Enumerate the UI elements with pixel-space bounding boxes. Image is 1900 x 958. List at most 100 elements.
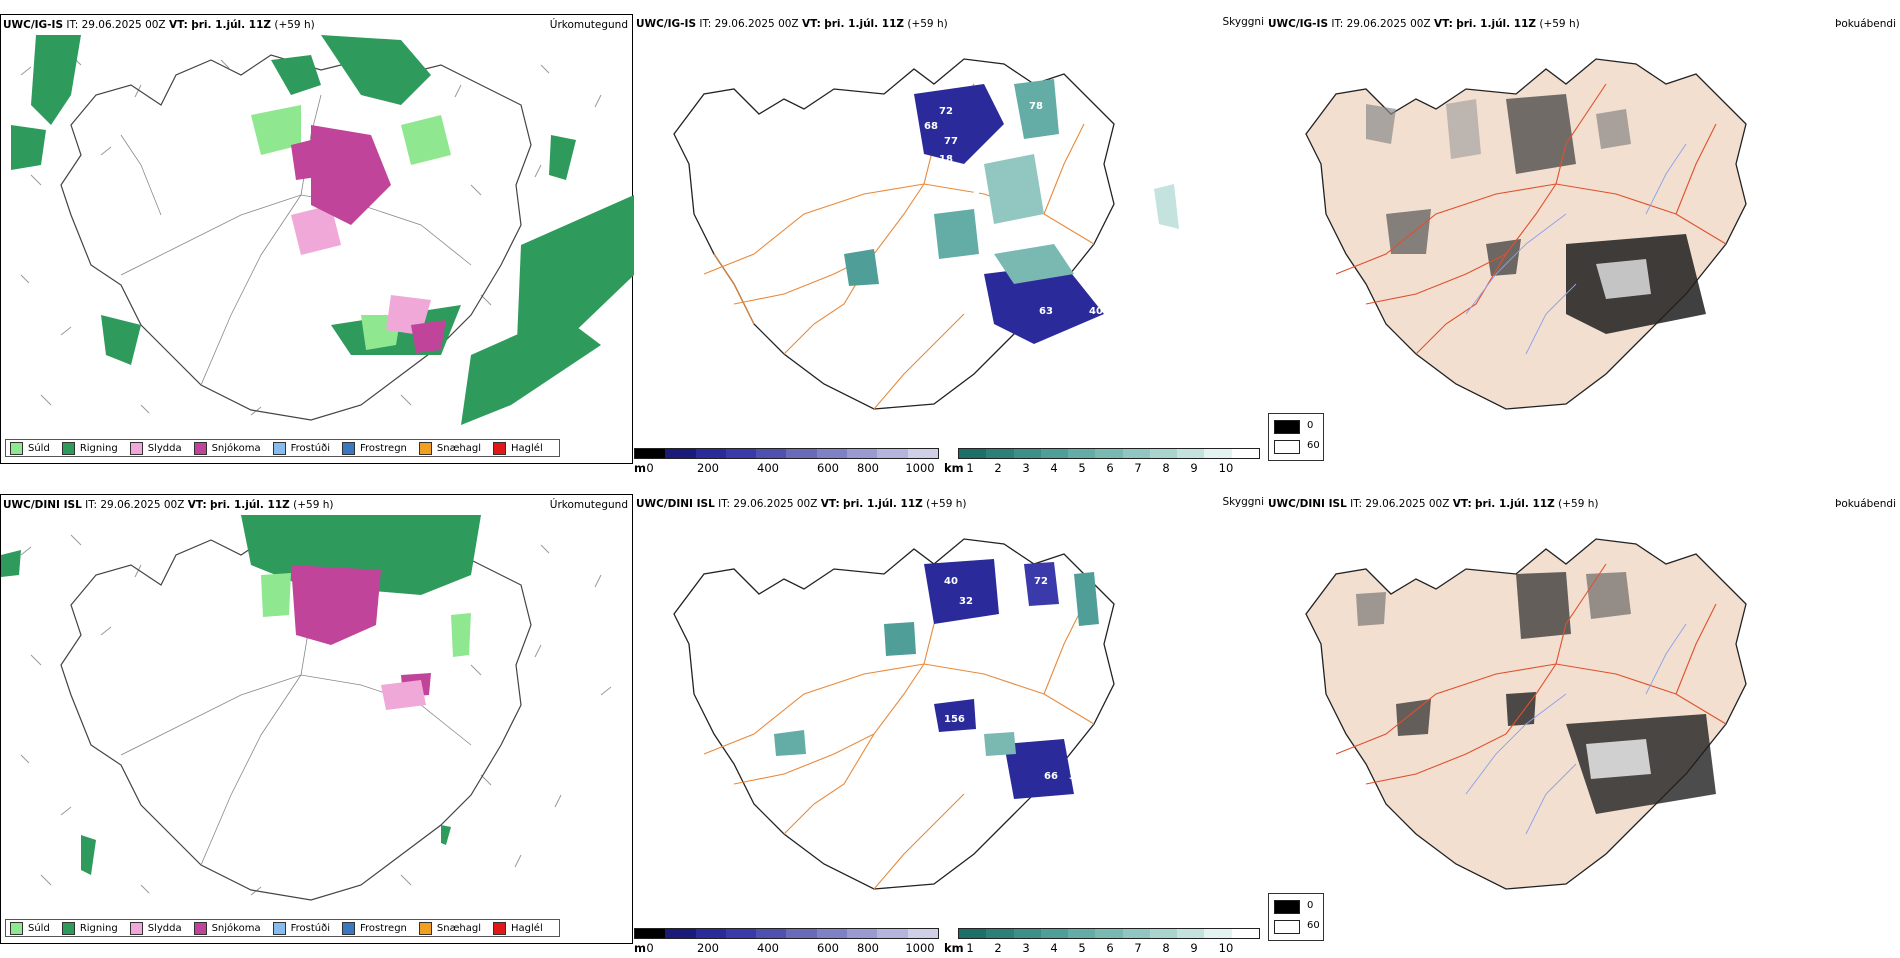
precip-legend: Súld Rigning Slydda Snjókoma Frostúði Fr… bbox=[5, 439, 560, 457]
vt-label: VT: bbox=[1452, 498, 1472, 510]
fog-swatch-light bbox=[1274, 920, 1300, 934]
legend-item: Snjókoma bbox=[193, 921, 261, 935]
sleet-areas bbox=[291, 205, 431, 335]
legend-item: Rigning bbox=[61, 441, 118, 455]
legend-label: Rigning bbox=[79, 922, 118, 934]
colorbar-blocks bbox=[634, 448, 939, 459]
rivers bbox=[1465, 143, 1687, 355]
colorbar-unit: m bbox=[634, 461, 646, 475]
rivers bbox=[1465, 623, 1687, 835]
legend-swatch bbox=[493, 921, 507, 935]
visibility-areas bbox=[844, 79, 1179, 344]
colorbar-tick: 5 bbox=[1078, 941, 1086, 955]
cloud-number: 38 bbox=[1089, 636, 1103, 647]
colorbar-tick: 4 bbox=[1050, 941, 1058, 955]
colorbar-tick: 3 bbox=[1022, 941, 1030, 955]
model-name: UWC/DINI ISL bbox=[3, 499, 82, 511]
legend-item: Súld bbox=[10, 441, 50, 455]
drizzle-areas bbox=[261, 573, 471, 657]
legend-swatch bbox=[61, 921, 75, 935]
legend-label: Haglél bbox=[511, 442, 543, 454]
legend-label: Snjókoma bbox=[211, 442, 261, 454]
precip-type-panel-row2: UWC/DINI ISL IT: 29.06.2025 00Z VT: þri.… bbox=[0, 494, 633, 944]
legend-swatch bbox=[129, 441, 143, 455]
cloud-number: 68 bbox=[924, 121, 938, 132]
fog-swatch-dark bbox=[1274, 420, 1300, 434]
cloud-panel-row1: 72 68 77 18 78 105 61 127 63 40 69 UWC/I… bbox=[634, 14, 1265, 475]
cloud-number: 72 bbox=[939, 106, 953, 117]
precip-type-panel-row1: UWC/IG-IS IT: 29.06.2025 00Z VT: þri. 1.… bbox=[0, 14, 634, 464]
legend-label: Slydda bbox=[147, 922, 182, 934]
fog-swatch-light bbox=[1274, 440, 1300, 454]
legend-item: Snjókoma bbox=[193, 441, 261, 455]
colorbar-unit: m bbox=[634, 941, 646, 955]
legend-swatch bbox=[418, 441, 432, 455]
legend-item: Frostúði bbox=[272, 921, 330, 935]
cloud-base-numbers: 40 32 72 156 127 16 66 31 38 bbox=[944, 576, 1103, 782]
legend-label: Frostúði bbox=[290, 442, 330, 454]
colorbar-tick: 0 bbox=[646, 461, 654, 475]
legend-label: Snjókoma bbox=[211, 922, 261, 934]
colorbar-tick: 10 bbox=[1218, 461, 1234, 475]
legend-swatch bbox=[272, 921, 286, 935]
precip-legend: Súld Rigning Slydda Snjókoma Frostúði Fr… bbox=[5, 919, 560, 937]
cloud-base-numbers: 72 68 77 18 78 105 61 127 63 40 69 bbox=[889, 101, 1108, 317]
visibility-colorbar: km 1 2 3 4 5 6 7 8 9 10 bbox=[944, 448, 1264, 478]
legend-item: Frostúði bbox=[272, 441, 330, 455]
colorbar-tick: 600 bbox=[817, 461, 839, 475]
cloud-number: 78 bbox=[1029, 101, 1043, 112]
legend-swatch bbox=[61, 441, 75, 455]
panel-title: Skyggni bbox=[1222, 16, 1265, 28]
model-name: UWC/IG-IS bbox=[636, 18, 697, 30]
colorbar-tick: 4 bbox=[1050, 461, 1058, 475]
colorbar-tick: 400 bbox=[757, 941, 779, 955]
it-label: IT: bbox=[85, 499, 98, 511]
it-value: 29.06.2025 00Z bbox=[714, 18, 799, 30]
vt-value: þri. 1.júl. 11Z bbox=[191, 19, 272, 31]
vt-label: VT: bbox=[168, 19, 188, 31]
legend-item: Slydda bbox=[129, 441, 182, 455]
model-name: UWC/DINI ISL bbox=[636, 498, 715, 510]
colorbar-tick: 800 bbox=[857, 941, 879, 955]
vt-value: þri. 1.júl. 11Z bbox=[824, 18, 905, 30]
legend-item: Slydda bbox=[129, 921, 182, 935]
legend-swatch bbox=[10, 921, 23, 935]
vt-label: VT: bbox=[820, 498, 840, 510]
panel-title: Þokuábendi bbox=[1835, 18, 1896, 30]
colorbar-tick: 9 bbox=[1190, 941, 1198, 955]
lead-time: (+59 h) bbox=[293, 499, 334, 511]
cloud-number: 32 bbox=[959, 596, 973, 607]
legend-swatch bbox=[193, 921, 207, 935]
legend-swatch bbox=[129, 921, 143, 935]
legend-item: Haglél bbox=[493, 921, 543, 935]
iceland-precip-map-row1 bbox=[11, 35, 634, 425]
lead-time: (+59 h) bbox=[274, 19, 315, 31]
lead-time: (+59 h) bbox=[926, 498, 967, 510]
cloud-number: 61 bbox=[889, 141, 903, 152]
cloud-number: 63 bbox=[1039, 306, 1053, 317]
vt-label: VT: bbox=[801, 18, 821, 30]
cloud-number: 40 bbox=[1089, 306, 1103, 317]
legend-swatch bbox=[342, 441, 355, 455]
legend-item: Súld bbox=[10, 921, 50, 935]
panel-title: Skyggni bbox=[1222, 496, 1265, 508]
colorbar-tick: 1000 bbox=[905, 461, 935, 475]
legend-swatch bbox=[493, 441, 507, 455]
colorbar-blocks bbox=[958, 928, 1260, 939]
colorbar-tick: 2 bbox=[994, 941, 1002, 955]
legend-item: Snæhagl bbox=[418, 441, 481, 455]
sleet-areas bbox=[381, 680, 426, 710]
cloud-number: 69 bbox=[1094, 276, 1108, 287]
iceland-fog-map-row1 bbox=[1305, 58, 1747, 410]
panel-title: Úrkomutegund bbox=[549, 499, 628, 511]
iceland-outline bbox=[673, 538, 1115, 890]
fog-panel-row2: UWC/DINI ISL IT: 29.06.2025 00Z VT: þri.… bbox=[1266, 494, 1900, 904]
legend-label: Snæhagl bbox=[436, 922, 482, 934]
legend-label: Rigning bbox=[79, 442, 118, 454]
lead-time: (+59 h) bbox=[1558, 498, 1599, 510]
panel-header: UWC/DINI ISL IT: 29.06.2025 00Z VT: þri.… bbox=[1268, 498, 1598, 510]
it-value: 29.06.2025 00Z bbox=[100, 499, 185, 511]
colorbar-tick: 9 bbox=[1190, 461, 1198, 475]
colorbar-unit: km bbox=[944, 461, 964, 475]
legend-item: Frostregn bbox=[342, 441, 407, 455]
